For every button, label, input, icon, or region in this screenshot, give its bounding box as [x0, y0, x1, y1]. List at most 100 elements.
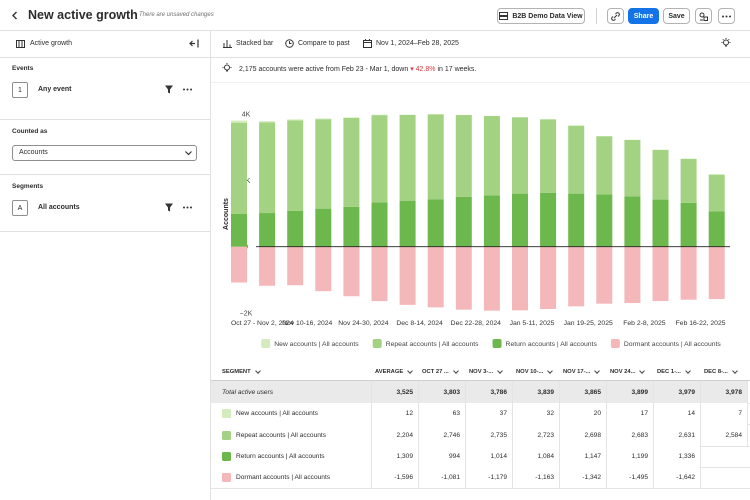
column-header-label: OCT 27 ... — [422, 368, 449, 375]
row-label: Repeat accounts | All accounts — [211, 424, 372, 446]
bar-segment — [427, 114, 444, 200]
date-range[interactable]: Nov 1, 2024–Feb 28, 2025 — [376, 40, 459, 47]
table-cell: 3,978 — [701, 381, 748, 403]
chart: −2K02K4KAccountsOct 27 - Nov 2, 2024Nov … — [223, 112, 730, 348]
metric-icon — [16, 40, 25, 48]
sort-icon — [547, 367, 554, 374]
more-button[interactable] — [718, 8, 735, 24]
insight-text: 2,175 accounts were active from Feb 23 -… — [239, 65, 476, 73]
table-cell: 7 — [701, 403, 748, 424]
bar-segment — [343, 206, 360, 247]
share-button[interactable]: Share — [628, 8, 659, 24]
filter-button[interactable] — [165, 203, 173, 212]
legend-label: Return accounts | All accounts — [506, 341, 598, 348]
chart-type[interactable]: Stacked bar — [236, 40, 274, 47]
table-cell: 32 — [513, 403, 560, 424]
bar-segment — [399, 114, 416, 201]
column-header[interactable]: DEC 1-... — [654, 363, 701, 380]
sort-icon — [497, 367, 504, 374]
bar-segment — [287, 119, 304, 121]
table-cell: 3,786 — [466, 381, 513, 403]
bar-segment — [568, 125, 585, 194]
bar-segment — [708, 211, 725, 247]
row-swatch — [222, 409, 231, 418]
bar-segment — [680, 246, 697, 300]
filter-button[interactable] — [165, 85, 173, 94]
segment-index: A — [12, 200, 28, 216]
x-tick-label: Nov 10-16, 2024 — [282, 320, 332, 327]
table-cell: 3,803 — [419, 381, 466, 403]
row-label: Dormant accounts | All accounts — [211, 467, 372, 488]
legend-item[interactable]: Dormant accounts | All accounts — [610, 339, 722, 348]
sort-icon — [407, 367, 414, 374]
event-more[interactable] — [183, 88, 192, 91]
bar-segment — [624, 246, 641, 304]
bar-segment — [343, 246, 360, 297]
x-tick-label: Jan 5-11, 2025 — [510, 320, 555, 327]
column-header[interactable]: AVERAGE — [372, 363, 419, 380]
column-header[interactable]: NOV 10-... — [513, 363, 560, 380]
column-header[interactable]: NOV 17-... — [560, 363, 607, 380]
legend-swatch — [261, 339, 271, 348]
x-tick-label: Dec 8-14, 2024 — [396, 320, 443, 327]
segment-more[interactable] — [183, 206, 192, 209]
bar-segment — [371, 202, 388, 247]
back-button[interactable] — [11, 11, 19, 20]
column-header-label: NOV 3-... — [469, 368, 494, 375]
bar-segment — [259, 121, 276, 123]
bar-segment — [427, 199, 444, 247]
bar-segment — [680, 158, 697, 203]
legend-item[interactable]: Return accounts | All accounts — [492, 339, 598, 348]
legend-item[interactable]: Repeat accounts | All accounts — [372, 339, 479, 348]
column-header[interactable]: DEC 8-... — [701, 363, 748, 380]
insight-border — [211, 82, 750, 83]
row-swatch — [222, 452, 231, 461]
bar-segment — [287, 246, 304, 286]
row-swatch — [222, 430, 231, 440]
save-button[interactable]: Save — [663, 8, 690, 24]
table-cell: 3,525 — [372, 381, 419, 403]
bar-segment — [427, 246, 444, 308]
bar-segment — [512, 246, 528, 311]
event-name[interactable]: Any event — [38, 86, 72, 93]
y-axis-title: Accounts — [223, 198, 230, 230]
legend-item[interactable]: New accounts | All accounts — [261, 339, 359, 348]
collapse-button[interactable] — [189, 39, 199, 48]
legend-swatch — [372, 339, 382, 348]
table-cell: 3,865 — [560, 381, 607, 403]
insight-after: in 17 weeks. — [437, 66, 477, 73]
insight-change: ▾ 42.8% — [410, 66, 436, 73]
counted-dropdown[interactable] — [12, 145, 197, 161]
bar-segment — [455, 196, 472, 247]
table-cell: 3,979 — [654, 381, 701, 403]
sidebar-title: Active growth — [30, 40, 73, 47]
segment-name[interactable]: All accounts — [38, 204, 80, 211]
sort-icon — [685, 367, 691, 374]
legend-swatch — [610, 339, 620, 348]
bar-segment — [596, 246, 613, 304]
compare-button[interactable]: Compare to past — [298, 40, 350, 47]
settings-button[interactable] — [695, 8, 712, 24]
column-header[interactable]: SEGMENT — [211, 363, 372, 380]
data-view-button[interactable]: B2B Demo Data View — [497, 8, 585, 24]
column-header[interactable]: NOV 24... — [607, 363, 654, 380]
unsaved-note: There are unsaved changes — [139, 12, 214, 18]
insights-button[interactable] — [721, 38, 731, 48]
chart-type-icon — [223, 40, 232, 48]
link-button[interactable] — [607, 8, 624, 24]
x-tick-label: Jan 19-25, 2025 — [564, 320, 613, 327]
sidebar-divider — [0, 57, 210, 58]
sort-icon — [732, 367, 738, 374]
column-header-label: AVERAGE — [375, 368, 404, 375]
bar-segment — [540, 119, 557, 193]
dropdown-chevron — [185, 151, 192, 156]
row-total-label: Total active users — [211, 381, 372, 403]
bar-segment — [540, 192, 557, 247]
table-cell: 994 — [419, 446, 466, 467]
column-header[interactable]: NOV 3-... — [466, 363, 513, 380]
table-cell: 3,839 — [513, 381, 560, 403]
row-label: New accounts | All accounts — [211, 403, 372, 424]
column-header[interactable]: OCT 27 ... — [419, 363, 466, 380]
column-header-label: NOV 10-... — [516, 368, 544, 375]
table-cell: -1,081 — [419, 467, 466, 488]
